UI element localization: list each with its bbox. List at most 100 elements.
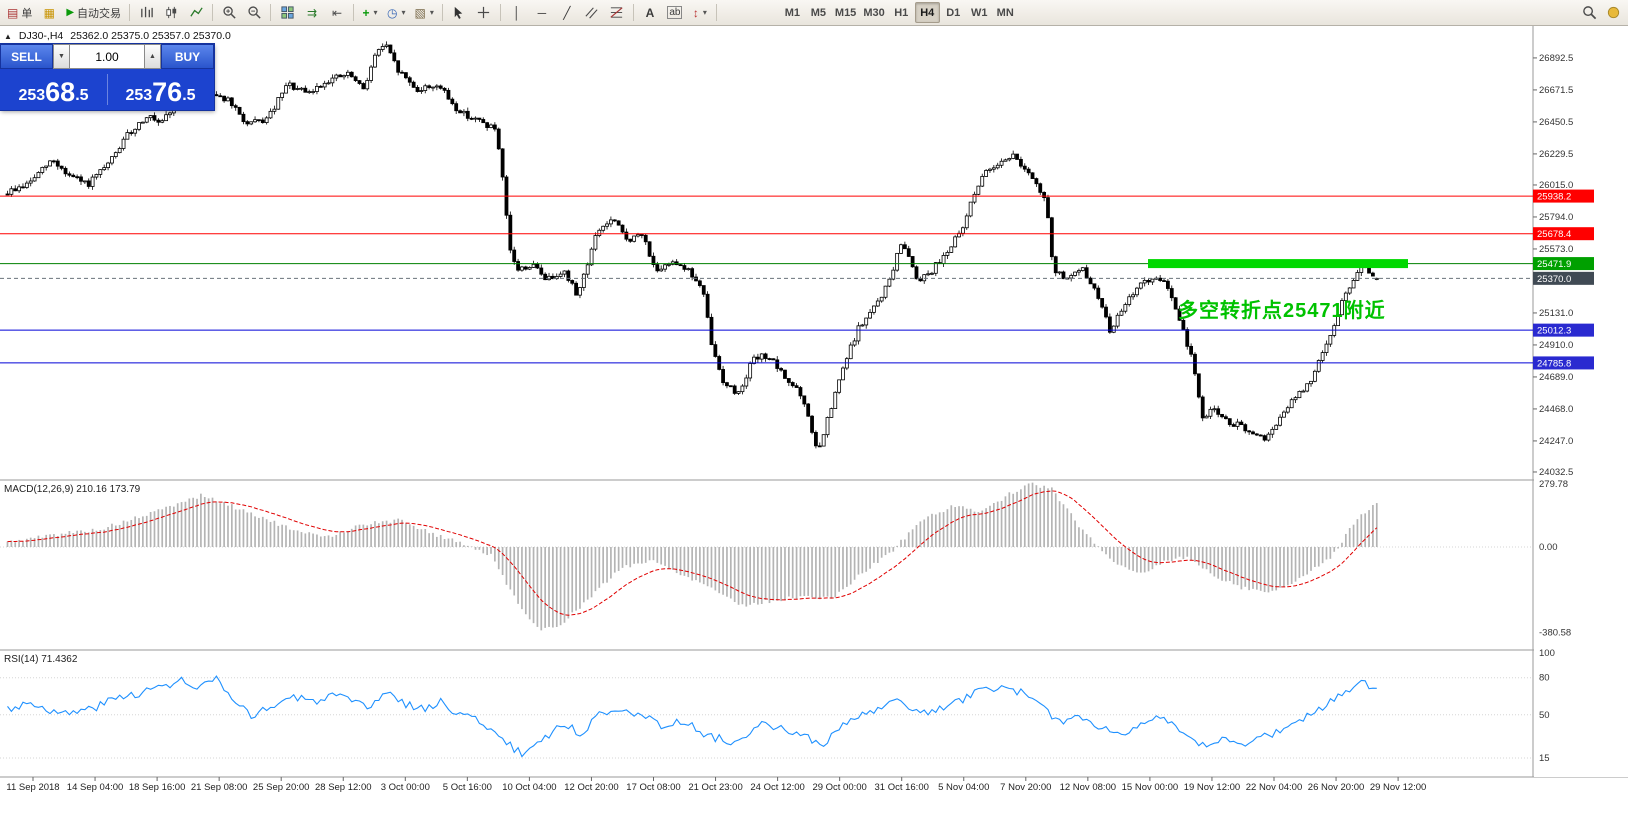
text-button[interactable]: A (638, 2, 662, 23)
trade-panel-prices: 253 68.5 253 76.5 (0, 69, 214, 110)
buy-price-suffix: .5 (182, 87, 196, 105)
channel-button[interactable] (580, 2, 604, 23)
svg-text:25938.2: 25938.2 (1537, 192, 1571, 203)
bar-chart-button[interactable] (134, 2, 158, 23)
line-chart-button[interactable] (184, 2, 208, 23)
zoom-in-icon (222, 6, 236, 19)
symbol-info: ▲ DJ30-,H4 25362.0 25375.0 25357.0 25370… (4, 30, 231, 42)
svg-text:12 Oct 20:00: 12 Oct 20:00 (564, 782, 618, 793)
text-label-icon: ab (667, 6, 683, 19)
symbol-title: DJ30-,H4 (18, 30, 64, 42)
lot-size-input[interactable]: 1.00 (70, 44, 144, 69)
crosshair-button[interactable] (472, 2, 496, 23)
periods-icon: ◷ (387, 5, 398, 20)
horizontal-line-button[interactable]: ─ (530, 2, 554, 23)
toolbar-separator (499, 4, 501, 21)
svg-text:31 Oct 16:00: 31 Oct 16:00 (874, 782, 928, 793)
horizontal-line-icon: ─ (537, 5, 547, 20)
timeframe-m1[interactable]: M1 (784, 6, 801, 19)
timeframe-m30[interactable]: M30 (863, 6, 885, 19)
timeframe-d1[interactable]: D1 (946, 6, 961, 19)
svg-text:25131.0: 25131.0 (1539, 308, 1573, 319)
sell-price-suffix: .5 (75, 87, 89, 105)
chevron-down-icon: ▾ (373, 8, 378, 17)
toolbar: ▤ 单 ▦ ▶ 自动交易 ⇉ ⇤ + ▾ ◷ ▾ ▧ ▾ │ ─ ╱ A ab ↕ ▾ … (0, 0, 1628, 26)
timeframe-h4[interactable]: H4 (914, 2, 940, 23)
community-button[interactable] (1601, 2, 1625, 23)
indicators-button[interactable]: + ▾ (358, 2, 382, 23)
lot-increase-button[interactable]: ▲ (144, 44, 161, 69)
tile-windows-button[interactable] (275, 2, 299, 23)
text-label-button[interactable]: ab (663, 2, 687, 23)
buy-button[interactable]: BUY (161, 44, 214, 69)
new-order-button[interactable]: ▤ 单 (3, 2, 36, 23)
svg-text:15 Nov 00:00: 15 Nov 00:00 (1122, 782, 1179, 793)
vertical-line-button[interactable]: │ (505, 2, 529, 23)
svg-text:26671.5: 26671.5 (1539, 85, 1573, 96)
trendline-button[interactable]: ╱ (555, 2, 579, 23)
sell-price-prefix: 253 (18, 87, 46, 105)
timeframe-w1[interactable]: W1 (970, 6, 988, 19)
candle-chart-button[interactable] (159, 2, 183, 23)
svg-text:29 Oct 00:00: 29 Oct 00:00 (812, 782, 866, 793)
buy-price-prefix: 253 (125, 87, 153, 105)
auto-scroll-button[interactable]: ⇉ (300, 2, 324, 23)
cursor-button[interactable] (447, 2, 471, 23)
svg-text:18 Sep 16:00: 18 Sep 16:00 (129, 782, 186, 793)
svg-text:24910.0: 24910.0 (1539, 340, 1573, 351)
timeframe-m15[interactable]: M15 (834, 6, 857, 19)
svg-text:5 Nov 04:00: 5 Nov 04:00 (938, 782, 989, 793)
trade-panel-toggle[interactable]: ▲ (4, 31, 12, 41)
timeframe-m5[interactable]: M5 (810, 6, 827, 19)
panel-frames (0, 26, 1628, 778)
svg-text:25471.9: 25471.9 (1537, 259, 1571, 270)
timeframe-mn[interactable]: MN (996, 6, 1014, 19)
lot-decrease-button[interactable]: ▼ (53, 44, 70, 69)
indicators-icon: + (362, 5, 370, 20)
chart-shift-button[interactable]: ⇤ (325, 2, 349, 23)
auto-trading-button[interactable]: ▶ 自动交易 (62, 2, 125, 23)
zoom-out-button[interactable] (242, 2, 266, 23)
sell-price-button[interactable]: 253 68.5 (0, 69, 107, 110)
auto-trading-label: 自动交易 (77, 7, 122, 20)
svg-text:10 Oct 04:00: 10 Oct 04:00 (502, 782, 556, 793)
search-button[interactable] (1577, 2, 1601, 23)
svg-text:26015.0: 26015.0 (1539, 180, 1573, 191)
auto-trading-icon: ▶ (66, 6, 75, 18)
periods-button[interactable]: ◷ ▾ (383, 2, 410, 23)
arrows-button[interactable]: ↕ ▾ (688, 2, 712, 23)
chevron-down-icon: ▾ (429, 8, 434, 17)
charts-button[interactable]: ▦ (37, 2, 61, 23)
sell-button[interactable]: SELL (0, 44, 53, 69)
buy-price-button[interactable]: 253 76.5 (107, 69, 214, 110)
svg-text:279.78: 279.78 (1539, 479, 1568, 490)
rsi-indicator-label: RSI(14) 71.4362 (4, 654, 78, 665)
templates-button[interactable]: ▧ ▾ (411, 2, 438, 23)
zoom-out-icon (247, 6, 261, 19)
svg-text:25370.0: 25370.0 (1537, 274, 1571, 285)
svg-text:100: 100 (1539, 648, 1555, 659)
svg-text:29 Nov 12:00: 29 Nov 12:00 (1370, 782, 1427, 793)
zoom-in-button[interactable] (217, 2, 241, 23)
timeframe-h1[interactable]: H1 (894, 6, 909, 19)
svg-text:50: 50 (1539, 710, 1550, 721)
green-zone-rectangle (1148, 259, 1408, 269)
sell-price-big: 68 (45, 77, 76, 108)
toolbar-separator (353, 4, 355, 21)
new-order-icon: ▤ (7, 5, 19, 20)
toolbar-separator (632, 4, 634, 21)
time-axis[interactable]: 11 Sep 2018 14 Sep 04:00 18 Sep 16:00 21 Se… (6, 777, 1426, 793)
channel-icon (585, 7, 598, 19)
price-axis[interactable]: 26892.5 26671.5 26450.5 26229.5 26015.0 25794… (1533, 26, 1628, 777)
rsi-panel: 100 80 50 15 (0, 648, 1555, 764)
templates-icon: ▧ (414, 5, 426, 20)
svg-text:7 Nov 20:00: 7 Nov 20:00 (1000, 782, 1051, 793)
cursor-icon (455, 6, 463, 19)
one-click-trade-panel: SELL ▼ 1.00 ▲ BUY 253 68.5 253 76.5 (0, 44, 214, 110)
toolbar-separator (715, 4, 717, 21)
trendline-icon: ╱ (563, 5, 571, 20)
fibonacci-button[interactable] (605, 2, 629, 23)
vertical-line-icon: │ (513, 5, 521, 20)
svg-text:3 Oct 00:00: 3 Oct 00:00 (381, 782, 430, 793)
